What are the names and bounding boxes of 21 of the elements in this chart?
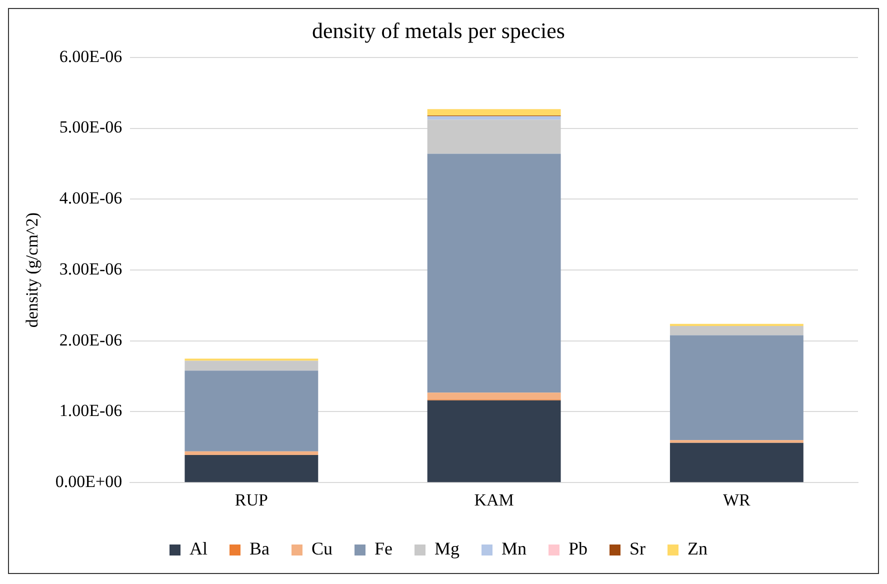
legend-label: Fe — [374, 538, 392, 559]
y-tick-label: 3.00E-06 — [59, 259, 122, 278]
y-tick-label: 6.00E-06 — [59, 46, 122, 66]
legend-label: Ba — [249, 538, 270, 559]
y-tick-label: 4.00E-06 — [59, 188, 122, 208]
y-tick-label: 1.00E-06 — [59, 401, 122, 420]
x-tick-label: RUP — [234, 490, 268, 510]
legend-label: Mg — [434, 538, 460, 559]
legend-label: Pb — [568, 538, 588, 559]
legend-label: Zn — [688, 538, 708, 559]
x-tick-label: KAM — [474, 490, 514, 510]
y-tick-label: 2.00E-06 — [59, 330, 122, 350]
legend-label: Al — [189, 538, 208, 559]
y-tick-label: 0.00E+00 — [55, 472, 122, 492]
legend-label: Mn — [501, 538, 527, 559]
y-tick-label: 5.00E-06 — [59, 118, 122, 137]
chart-title: density of metals per species — [312, 18, 565, 43]
legend-label: Cu — [311, 538, 332, 559]
legend-label: Sr — [630, 538, 646, 559]
y-axis-title: density (g/cm^2) — [22, 212, 42, 328]
x-tick-label: WR — [722, 490, 752, 510]
